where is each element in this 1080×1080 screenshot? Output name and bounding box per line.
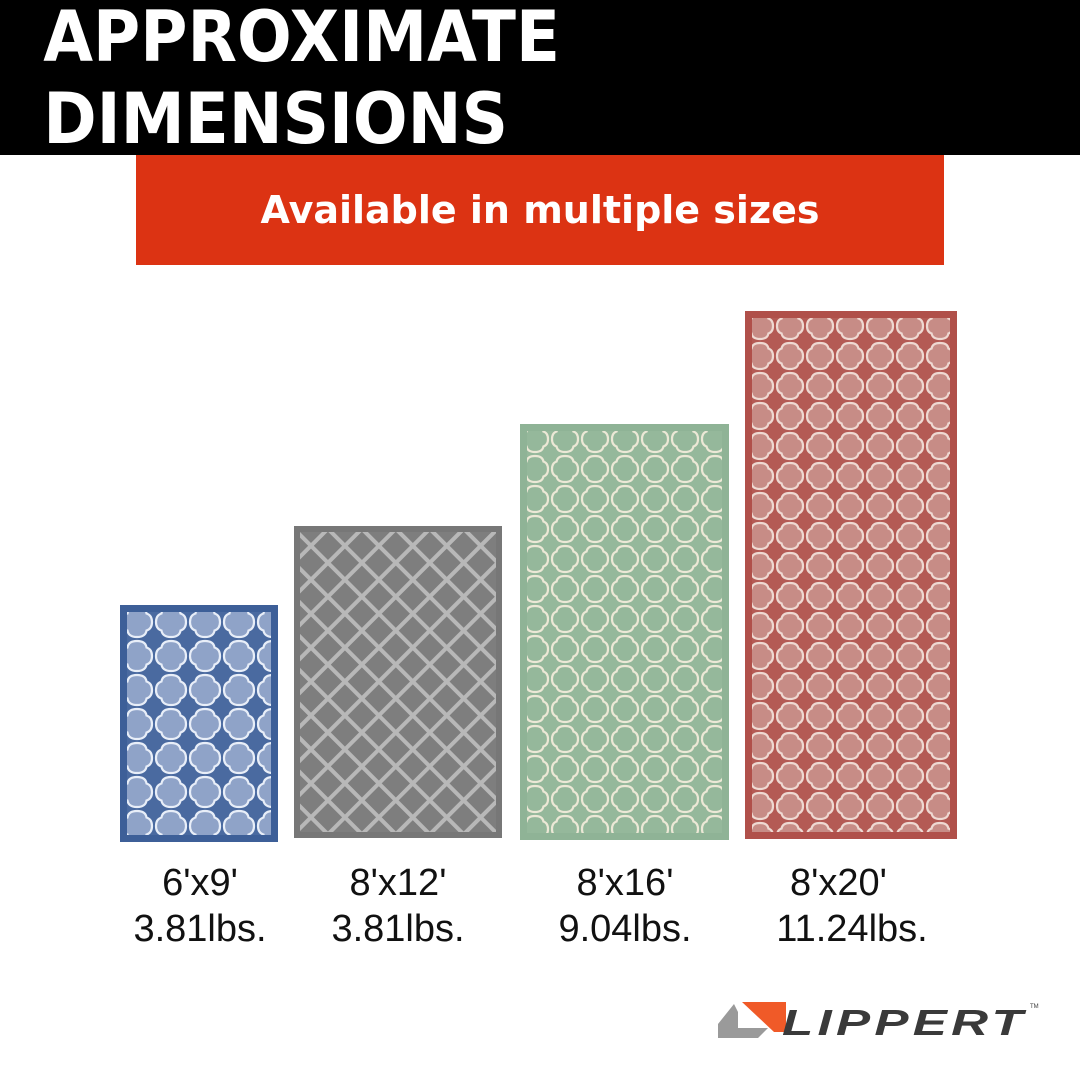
rug-field — [527, 431, 722, 833]
rug-size: 8'x12' — [349, 862, 447, 904]
rug-pattern — [120, 605, 278, 842]
page-title: APPROXIMATE DIMENSIONS — [43, 0, 560, 160]
rug-weight: 9.04lbs. — [558, 908, 692, 950]
rug-gray-8x12 — [294, 526, 502, 838]
logo-mark-gray — [718, 1004, 768, 1038]
header-bar: APPROXIMATE DIMENSIONS — [0, 0, 1080, 160]
logo-mark-orange — [742, 1002, 786, 1032]
svg-text:TM: TM — [1030, 1004, 1039, 1010]
rug-green-8x16 — [520, 424, 729, 840]
rug-label: 8'x16' 9.04lbs. — [505, 860, 745, 952]
rug-pattern — [520, 424, 729, 840]
rug-size: 6'x9' — [162, 862, 238, 904]
lippert-logo: LIPPERT TM — [712, 990, 1042, 1050]
rug-field — [127, 612, 271, 835]
rug-pattern — [294, 526, 502, 838]
rug-red-8x20 — [745, 311, 957, 839]
rug-size: 8'x20' — [790, 862, 887, 904]
subtitle-banner: Available in multiple sizes — [136, 155, 944, 265]
rug-label: 6'x9' 3.81lbs. — [80, 860, 320, 952]
rug-label: 8'x12' 3.81lbs. — [278, 860, 518, 952]
rug-blue-6x9 — [120, 605, 278, 842]
rug-field — [300, 532, 496, 832]
rug-size: 8'x16' — [576, 862, 674, 904]
subtitle: Available in multiple sizes — [260, 188, 820, 232]
rug-weight: 11.24lbs. — [776, 908, 928, 950]
rug-weight: 3.81lbs. — [133, 908, 267, 950]
rug-field — [752, 318, 950, 832]
rug-label: 8'x20' 11.24lbs. — [722, 860, 962, 952]
svg-text:LIPPERT: LIPPERT — [782, 1002, 1027, 1043]
rug-pattern — [745, 311, 957, 839]
rug-weight: 3.81lbs. — [331, 908, 465, 950]
